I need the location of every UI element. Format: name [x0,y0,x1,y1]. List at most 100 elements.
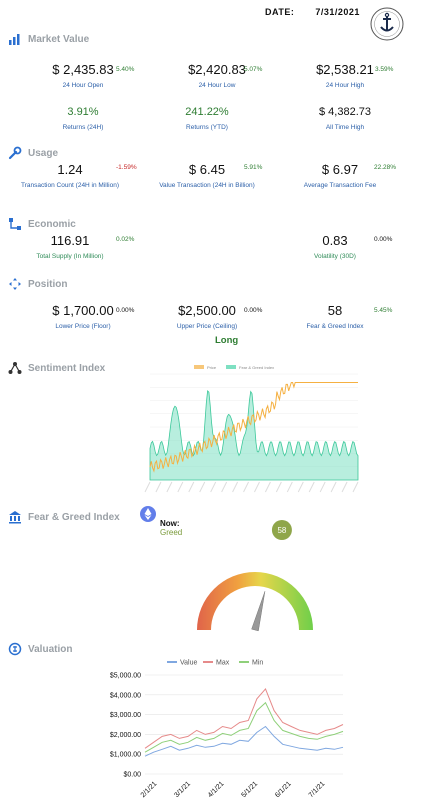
metric-upper-price: $2,500.00 Upper Price (Ceiling) [152,303,262,330]
metric-total-supply: 116.91 Total Supply (In Million) [10,233,130,260]
change-badge: 5.07% [244,66,263,73]
metric-value: $2,538.21 [316,62,374,77]
change-badge: 0.00% [374,236,393,243]
metric-label: Transaction Count (24H in Million) [20,182,120,189]
ethereum-icon [140,506,156,522]
date-label: DATE: [265,7,295,17]
x-tick [199,481,206,493]
x-tick [264,481,271,493]
y-tick-label: $0.00 [123,772,141,779]
x-tick [341,481,348,493]
fear-greed-area [149,390,359,481]
x-tick-label: 2/1/21 [140,780,159,799]
x-tick [308,481,315,493]
metric-label: Returns (24H) [62,124,104,131]
x-tick-label: 6/1/21 [274,780,293,799]
price-line [149,382,358,473]
legend-swatch-fg [226,365,236,369]
metric-label: Fear & Greed Index [306,323,364,330]
x-tick-label: 5/1/21 [240,780,259,799]
metric-24h-open: $ 2,435.83 24 Hour Open [28,62,138,89]
x-tick [243,481,249,493]
change-badge: -1.59% [116,164,137,171]
section-title: Position [28,278,68,290]
metric-label: Average Transaction Fee [303,182,377,189]
metric-label: Value Transaction (24H in Billion) [159,182,255,189]
metric-value: $ 1,700.00 [52,303,114,318]
change-badge: 5.40% [116,66,135,73]
date-row: DATE: 7/31/2021 [265,7,360,17]
x-tick [144,481,151,493]
valuation-header: Valuation [8,642,72,656]
anchor-logo-icon [370,7,404,41]
legend-label: Value [180,660,197,667]
metric-value: 58 [327,303,343,318]
change-badge: 0.00% [244,307,263,314]
metric-value: $ 6.45 [188,162,226,177]
metric-label: Total Supply (In Million) [36,253,104,260]
metric-label: All Time High [325,124,365,131]
y-tick-label: $1,000.00 [110,752,141,759]
y-tick-label: $2,000.00 [110,732,141,739]
metric-volatility: 0.83 Volatility (30D) [280,233,390,260]
series-line-value [144,725,344,757]
x-tick [297,481,304,493]
metric-all-time-high: $ 4,382.73 All Time High [290,106,400,131]
metric-value-transaction: $ 6.45 Value Transaction (24H in Billion… [142,162,272,189]
now-label: Now: [160,519,180,528]
section-title: Economic [28,218,76,230]
branch-icon [9,218,21,230]
legend-swatch-price [194,365,204,369]
coin-icon [8,642,22,656]
change-badge: 0.02% [116,236,135,243]
section-title: Usage [28,147,59,159]
fear-greed-gauge: 58 [197,520,313,632]
fear-greed-header: Fear & Greed Index [8,510,120,524]
y-tick-label: $5,000.00 [110,673,141,680]
y-tick-label: $3,000.00 [110,712,141,719]
legend-price: Price [207,365,217,370]
x-tick [210,481,217,493]
metric-value: 116.91 [50,233,90,248]
x-tick-label: 4/1/21 [207,780,226,799]
x-tick [254,481,260,493]
network-icon [8,362,22,374]
metric-label: 24 Hour High [325,82,365,89]
usage-header: Usage [8,146,58,160]
sentiment-header: Sentiment Index [8,361,105,375]
section-title: Fear & Greed Index [28,511,120,523]
metric-transaction-count: 1.24 Transaction Count (24H in Million) [10,162,130,189]
section-title: Market Value [28,33,90,45]
date-value: 7/31/2021 [315,7,360,17]
x-tick [155,481,162,493]
economic-header: Economic [8,217,76,231]
gauge-arc [197,572,313,630]
metric-avg-fee: $ 6.97 Average Transaction Fee [285,162,395,189]
move-arrows-icon [9,278,21,290]
metric-label: Volatility (30D) [314,253,356,260]
series-line-min [144,701,344,753]
x-tick [319,481,326,493]
x-tick [221,481,228,493]
x-tick [330,481,337,493]
gauge-value-bubble [271,520,292,540]
metric-value: 3.91% [67,106,99,118]
metric-value: $2,500.00 [178,303,236,318]
metric-24h-high: $2,538.21 24 Hour High [290,62,400,89]
valuation-chart: Value Max Min $0.00 $1,000.00 $2,000.00 $3,00… [110,660,344,799]
gauge-needle [251,591,266,632]
x-tick [166,481,173,493]
metric-24h-low: $2,420.83 24 Hour Low [162,62,272,89]
legend-fg: Fear & Greed Index [239,365,274,370]
metric-value: $ 6.97 [321,162,359,177]
metric-label: 24 Hour Open [62,82,104,89]
x-tick [232,481,239,493]
metric-value: 0.83 [322,233,348,248]
x-tick [275,481,282,493]
bank-icon [9,511,21,524]
market-value-header: Market Value [8,32,89,46]
wrench-icon [8,146,22,160]
x-tick-label: 7/1/21 [308,780,327,799]
fear-greed-now: Now: Greed [160,519,182,537]
series-line-max [144,687,344,749]
